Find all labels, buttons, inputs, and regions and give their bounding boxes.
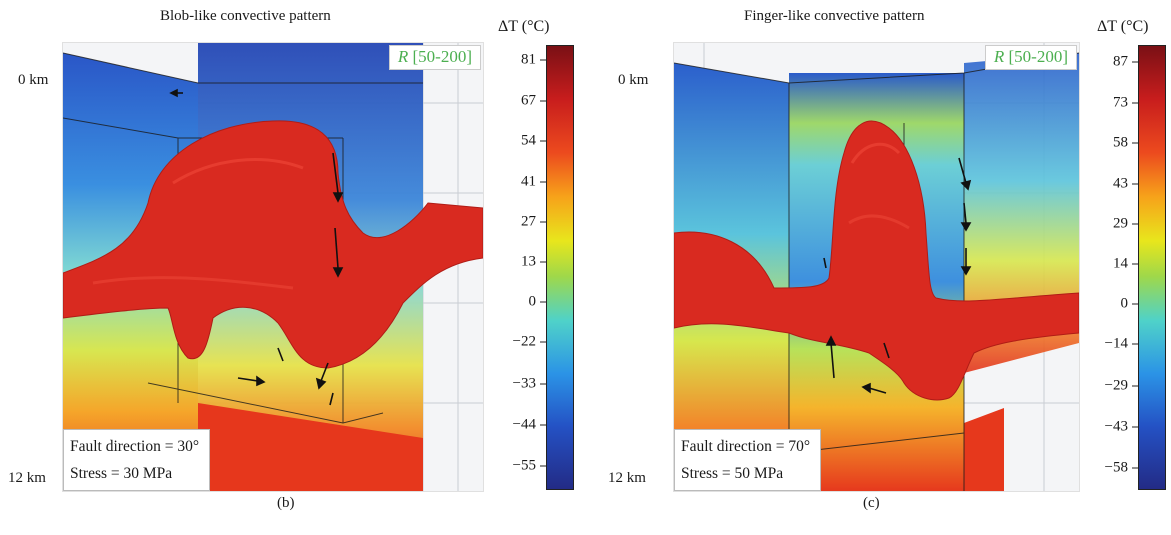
panel-c-colorbar [1138,45,1166,490]
colorbar-tick: 29 [1113,216,1138,233]
panel-b-3d-scene: R [50-200] Fault direction = 30° Stress … [62,42,484,492]
colorbar-tick: −55 [513,458,546,475]
panel-c-title: Finger-like convective pattern [744,8,925,24]
panel-c-3d-scene: R [50-200] Fault direction = 70° Stress … [673,42,1080,492]
panel-c-fault-direction: Fault direction = 70° [681,438,811,455]
panel-c-depth-top: 0 km [618,72,649,88]
panel-c-r-label: R [50-200] [984,45,1077,70]
panel-b-sublabel: (b) [277,495,295,511]
colorbar-tick: 41 [521,174,546,191]
panel-b-title: Blob-like convective pattern [160,8,331,24]
colorbar-tick: −29 [1105,378,1138,395]
panel-c-info-box: Fault direction = 70° Stress = 50 MPa [674,429,822,491]
panel-c-stress: Stress = 50 MPa [681,465,784,482]
panel-c-sublabel: (c) [863,495,880,511]
colorbar-tick: 0 [529,294,547,311]
colorbar-tick: −22 [513,334,546,351]
colorbar-tick: −33 [513,376,546,393]
panel-c-colorbar-title: ΔT (°C) [1097,18,1149,35]
colorbar-tick: 67 [521,93,546,110]
colorbar-tick: −43 [1105,419,1138,436]
colorbar-tick: −14 [1105,336,1138,353]
panel-b-colorbar [546,45,574,490]
panel-b-depth-bottom: 12 km [8,470,46,486]
panel-c-depth-bottom: 12 km [608,470,646,486]
colorbar-tick: −44 [513,417,546,434]
colorbar-tick: 14 [1113,256,1138,273]
panel-b-depth-top: 0 km [18,72,49,88]
colorbar-tick: 13 [521,254,546,271]
panel-c-volume-render [674,43,1079,491]
colorbar-tick: 43 [1113,176,1138,193]
panel-b-r-label: R [50-200] [388,45,481,70]
panel-c-colorbar-ticks: 87 73 58 43 29 14 0 −14 −29 −43 −58 [1080,45,1138,490]
panel-b-colorbar-ticks: 81 67 54 41 27 13 0 −22 −33 −44 −55 [480,45,546,490]
colorbar-tick: 54 [521,133,546,150]
panel-b-info-box: Fault direction = 30° Stress = 30 MPa [63,429,211,491]
panel-b-volume-render [63,43,483,491]
colorbar-tick: 58 [1113,135,1138,152]
colorbar-tick: 0 [1121,296,1139,313]
panel-c: Finger-like convective pattern 0 km 12 k… [590,0,1171,535]
colorbar-tick: 87 [1113,54,1138,71]
panel-b-stress: Stress = 30 MPa [70,465,173,482]
panel-b-colorbar-title: ΔT (°C) [498,18,550,35]
colorbar-tick: −58 [1105,460,1138,477]
colorbar-tick: 81 [521,52,546,69]
panel-b: Blob-like convective pattern 0 km 12 km [0,0,590,535]
colorbar-tick: 73 [1113,95,1138,112]
panel-b-fault-direction: Fault direction = 30° [70,438,200,455]
colorbar-tick: 27 [521,214,546,231]
